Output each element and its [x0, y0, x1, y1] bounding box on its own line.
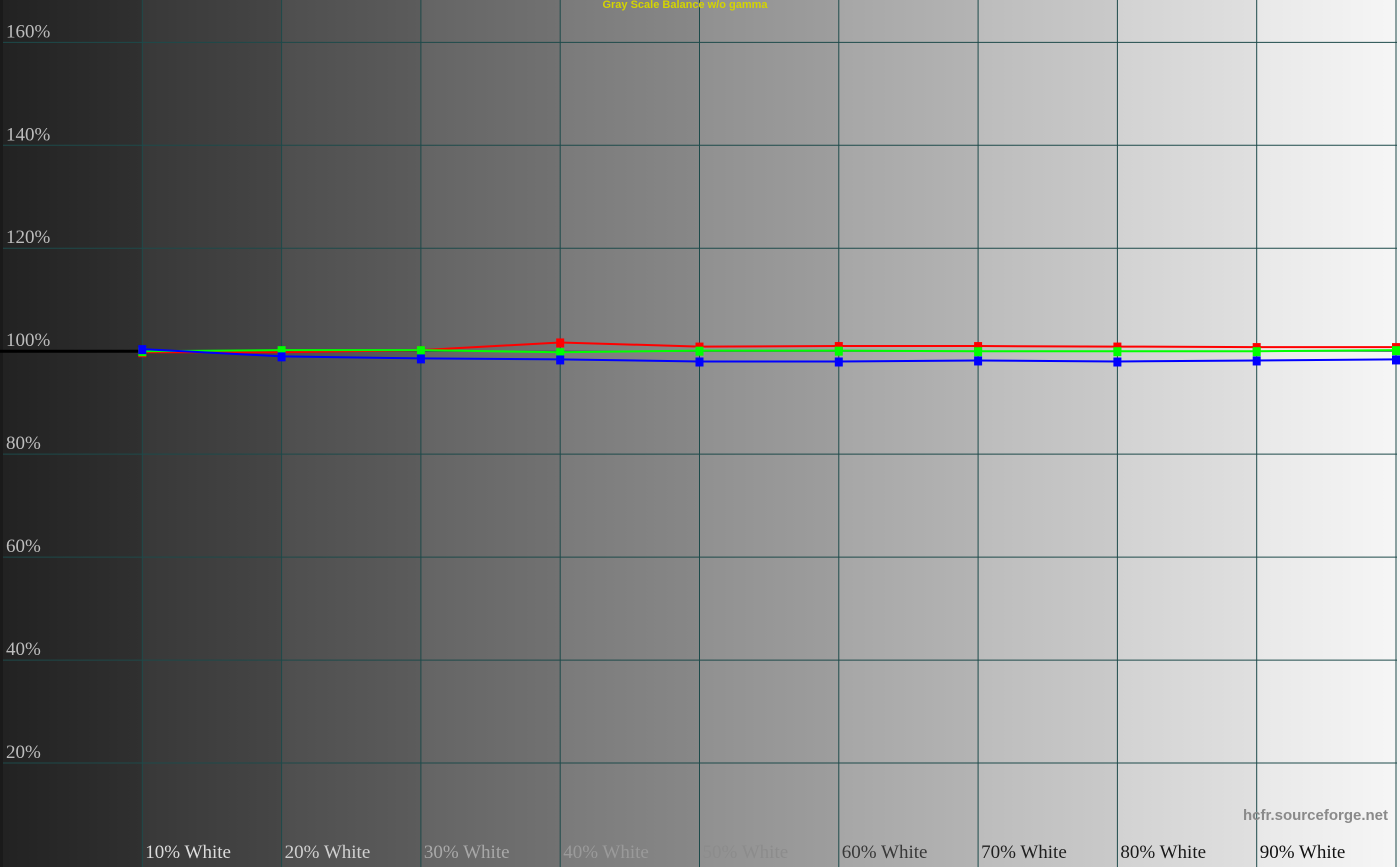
data-point — [974, 356, 983, 366]
data-point — [834, 342, 843, 352]
data-point — [1252, 347, 1261, 357]
series-line — [142, 348, 1397, 363]
data-point — [974, 347, 983, 357]
x-tick-label: 60% White — [842, 842, 928, 863]
background-column — [420, 0, 562, 867]
x-tick-label: 50% White — [703, 842, 789, 863]
background-column — [3, 0, 144, 867]
background-column — [978, 0, 1119, 867]
series-3 — [138, 345, 1400, 367]
y-tick-label: 160% — [6, 21, 51, 42]
series-line — [142, 341, 1396, 354]
data-point — [138, 345, 147, 355]
background-column — [1256, 0, 1397, 867]
data-point — [556, 348, 565, 358]
left-border — [0, 0, 3, 867]
data-point — [416, 354, 425, 364]
x-tick-label: 70% White — [981, 842, 1067, 863]
background-column — [142, 0, 283, 867]
data-point — [834, 346, 843, 356]
right-border — [1397, 0, 1400, 867]
data-point — [1392, 346, 1400, 356]
data-point — [974, 342, 983, 352]
y-tick-label: 80% — [6, 433, 41, 454]
background-column — [281, 0, 422, 867]
series-line — [142, 349, 1397, 354]
data-point — [1392, 355, 1400, 365]
y-tick-label: 140% — [6, 124, 51, 145]
y-axis-labels: 20% 40% 60% 80% 100% 120% 140% 160% — [6, 21, 51, 763]
x-tick-label: 80% White — [1120, 842, 1206, 863]
watermark: hcfr.sourceforge.net — [1243, 807, 1388, 824]
chart-title: Gray Scale Balance w/o gamma — [602, 0, 768, 11]
x-tick-label: 30% White — [424, 842, 510, 863]
data-point — [1252, 356, 1261, 366]
series-2 — [138, 346, 1400, 358]
y-tick-label: 40% — [6, 639, 41, 660]
series — [0, 338, 1400, 367]
data-point — [1113, 347, 1122, 357]
x-axis-labels: 10% White 20% White 30% White 40% White 50% … — [145, 842, 1345, 863]
x-tick-label: 40% White — [563, 842, 649, 863]
background-column — [838, 0, 980, 867]
background-column — [1117, 0, 1258, 867]
background-column — [699, 0, 840, 867]
data-point — [556, 355, 565, 365]
data-point — [556, 338, 565, 348]
y-tick-label: 20% — [6, 742, 41, 763]
y-tick-label: 120% — [6, 227, 51, 248]
data-point — [1113, 342, 1122, 352]
x-tick-label: 10% White — [145, 842, 231, 863]
y-tick-label: 60% — [6, 536, 41, 557]
y-tick-label: 100% — [6, 330, 51, 351]
x-tick-label: 90% White — [1260, 842, 1346, 863]
data-point — [416, 346, 425, 356]
x-tick-label: 20% White — [285, 842, 371, 863]
background-column — [560, 0, 701, 867]
data-point — [1113, 357, 1122, 367]
data-point — [277, 352, 286, 362]
data-point — [834, 357, 843, 367]
data-point — [695, 357, 704, 367]
data-point — [277, 346, 286, 356]
data-point — [695, 346, 704, 356]
